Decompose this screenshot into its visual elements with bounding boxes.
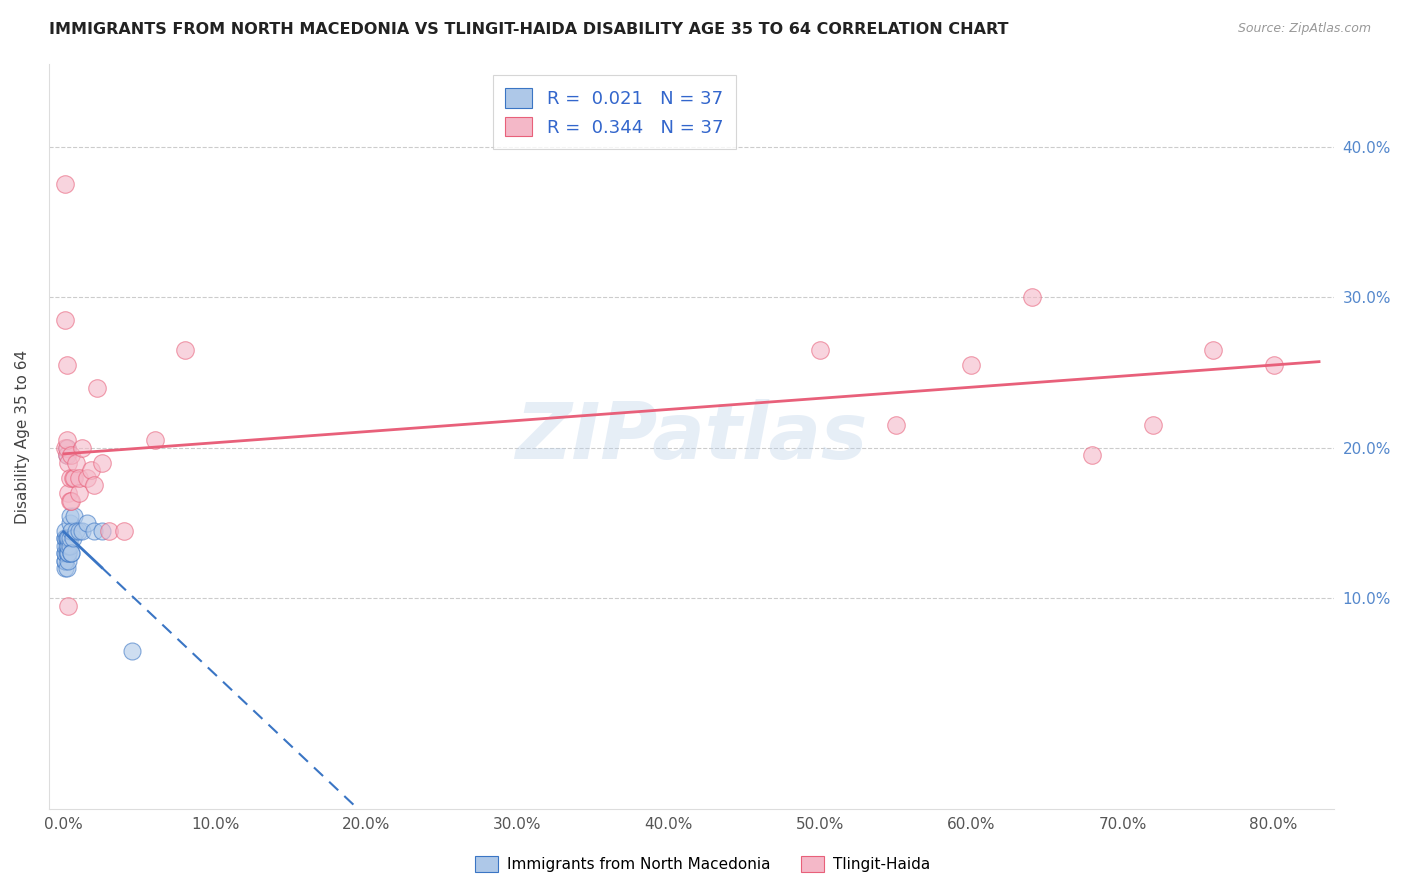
Point: [55, 524, 77, 538]
Point: [55, 546, 77, 560]
Point: [59, 531, 82, 545]
Legend: R =  0.021   N = 37, R =  0.344   N = 37: R = 0.021 N = 37, R = 0.344 N = 37: [492, 75, 735, 149]
Point: [173, 343, 195, 357]
Point: [58, 554, 80, 568]
Point: [60, 546, 83, 560]
Text: IMMIGRANTS FROM NORTH MACEDONIA VS TLINGIT-HAIDA DISABILITY AGE 35 TO 64 CORRELA: IMMIGRANTS FROM NORTH MACEDONIA VS TLING…: [49, 22, 1008, 37]
Point: [65, 456, 87, 470]
Point: [65, 524, 87, 538]
Point: [62, 471, 84, 485]
Point: [83, 478, 105, 492]
Point: [56, 358, 79, 372]
Point: [55, 441, 77, 455]
Point: [76, 471, 98, 485]
Point: [960, 358, 983, 372]
Point: [55, 531, 77, 545]
Point: [121, 644, 143, 658]
Point: [56, 434, 79, 448]
Point: [59, 493, 82, 508]
Point: [59, 471, 82, 485]
Point: [58, 531, 80, 545]
Point: [56, 531, 79, 545]
Point: [1142, 418, 1164, 433]
Point: [56, 561, 79, 575]
Point: [55, 539, 77, 553]
Point: [67, 524, 90, 538]
Point: [80, 463, 103, 477]
Point: [62, 531, 84, 545]
Point: [55, 531, 77, 545]
Point: [86, 381, 108, 395]
Point: [55, 313, 77, 327]
Point: [58, 539, 80, 553]
Point: [55, 554, 77, 568]
Point: [55, 561, 77, 575]
Text: ZIPatlas: ZIPatlas: [516, 399, 868, 475]
Point: [58, 546, 80, 560]
Point: [60, 524, 83, 538]
Point: [56, 449, 79, 463]
Point: [60, 493, 83, 508]
Point: [1263, 358, 1285, 372]
Point: [55, 546, 77, 560]
Point: [76, 516, 98, 530]
Text: Source: ZipAtlas.com: Source: ZipAtlas.com: [1237, 22, 1371, 36]
Point: [63, 471, 86, 485]
Point: [63, 508, 86, 523]
Point: [58, 486, 80, 500]
Point: [884, 418, 907, 433]
Point: [56, 546, 79, 560]
Point: [60, 449, 83, 463]
Point: [56, 441, 79, 455]
Point: [59, 508, 82, 523]
Point: [67, 486, 90, 500]
Point: [1081, 449, 1104, 463]
Point: [55, 554, 77, 568]
Point: [70, 441, 93, 455]
Point: [90, 456, 112, 470]
Point: [56, 449, 79, 463]
Point: [60, 546, 83, 560]
Legend: Immigrants from North Macedonia, Tlingit-Haida: Immigrants from North Macedonia, Tlingit…: [468, 848, 938, 880]
Point: [143, 434, 166, 448]
Point: [59, 539, 82, 553]
Point: [67, 471, 90, 485]
Y-axis label: Disability Age 35 to 64: Disability Age 35 to 64: [15, 350, 30, 524]
Point: [59, 516, 82, 530]
Point: [90, 524, 112, 538]
Point: [112, 524, 135, 538]
Point: [83, 524, 105, 538]
Point: [70, 524, 93, 538]
Point: [56, 539, 79, 553]
Point: [808, 343, 831, 357]
Point: [58, 456, 80, 470]
Point: [58, 599, 80, 613]
Point: [1021, 290, 1043, 304]
Point: [55, 178, 77, 192]
Point: [58, 546, 80, 560]
Point: [1202, 343, 1225, 357]
Point: [98, 524, 121, 538]
Point: [56, 441, 79, 455]
Point: [56, 531, 79, 545]
